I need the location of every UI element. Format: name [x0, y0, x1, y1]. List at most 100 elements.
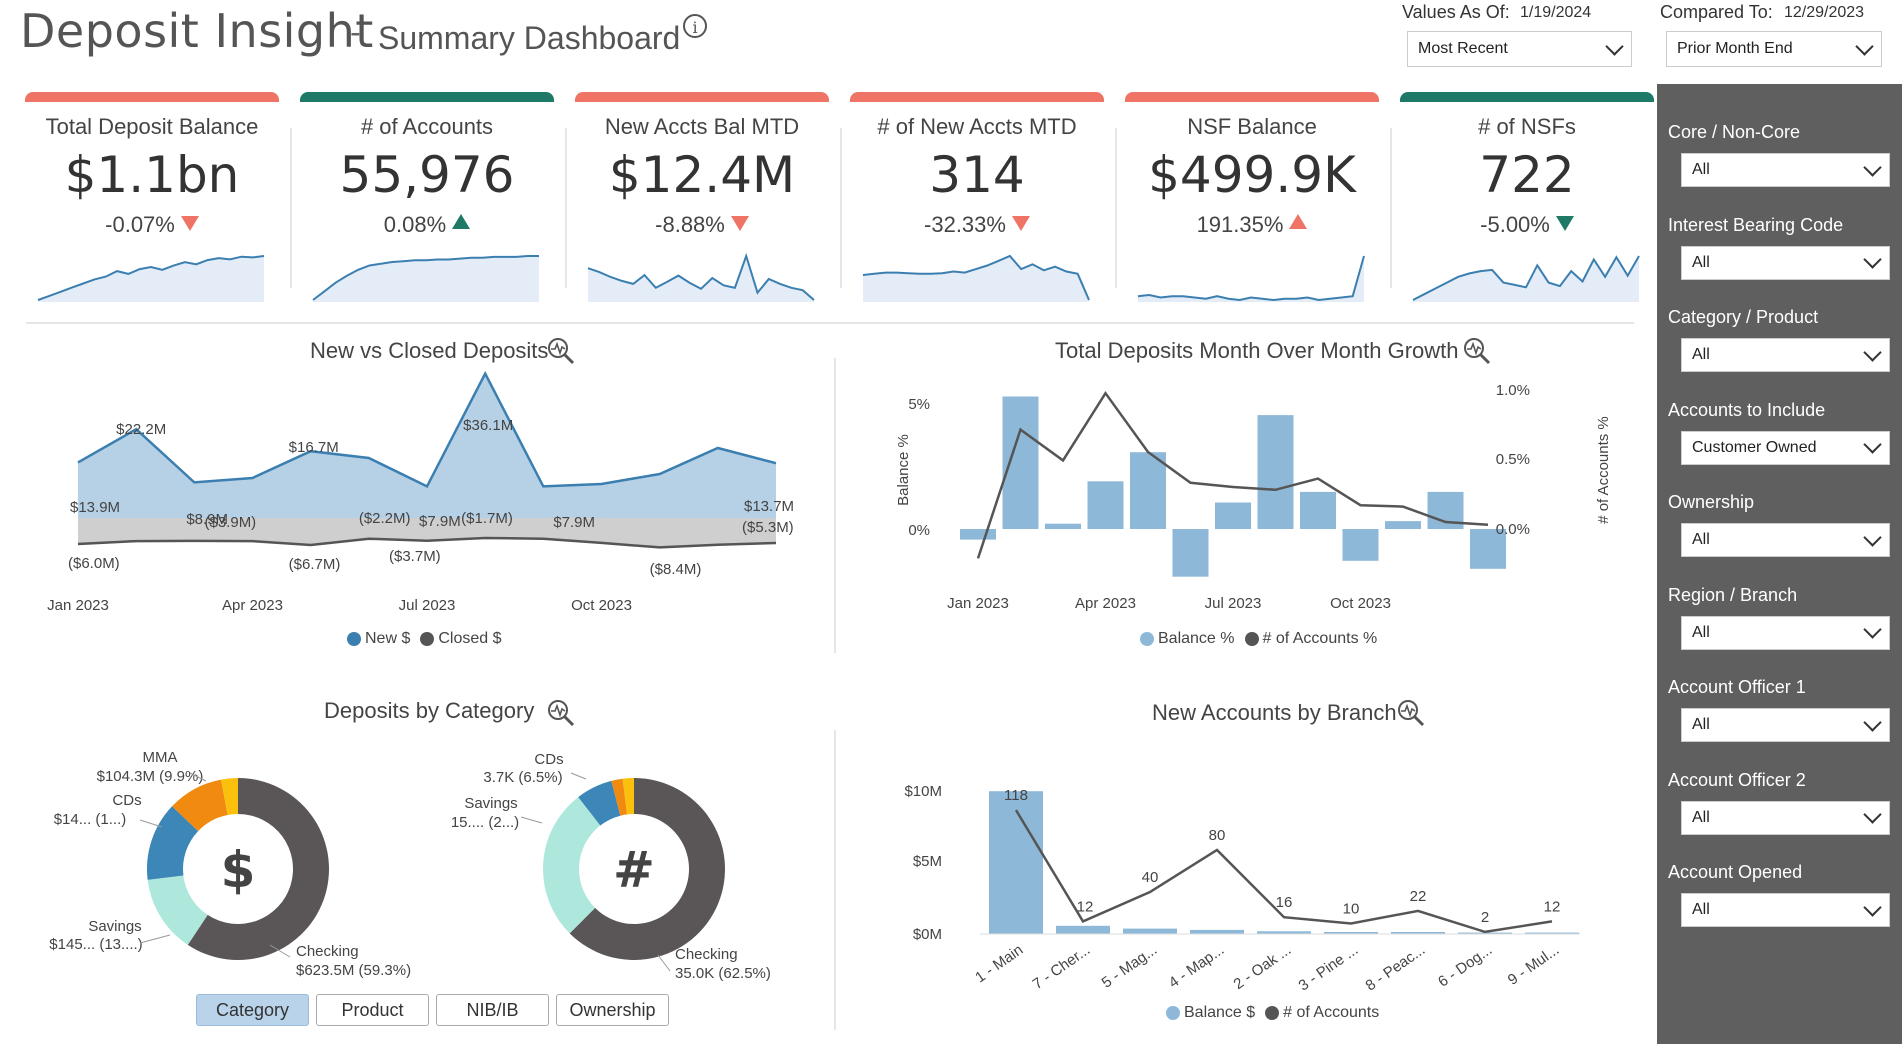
chevron-down-icon [1863, 157, 1882, 177]
focus-mode-icon[interactable] [546, 336, 576, 366]
chevron-down-icon [1863, 250, 1882, 269]
kpi-change: -5.00% [1400, 212, 1654, 238]
page-subtitle: Summary Dashboard [378, 20, 681, 56]
donut-slice[interactable] [611, 778, 628, 816]
data-label: 2 [1481, 909, 1489, 926]
leader-line [269, 944, 291, 958]
leader-line [139, 934, 171, 944]
focus-mode-icon[interactable] [1462, 336, 1492, 366]
filter-selected-value: All [1692, 901, 1710, 918]
filter-dropdown[interactable]: All [1681, 708, 1890, 742]
leader-line [139, 819, 163, 828]
kpi-label: # of New Accts MTD [877, 114, 1077, 139]
donut-slice[interactable] [578, 780, 621, 826]
focus-mode-icon[interactable] [546, 698, 576, 728]
new-vs-closed-chart[interactable]: $13.9M $22.2M $8.9M $16.7M $7.9M $36.1M $7.9M $… [30, 370, 820, 620]
filter-dropdown[interactable]: All [1681, 523, 1890, 557]
new-vs-closed-title: New vs Closed Deposits [310, 338, 549, 363]
donut-slice[interactable] [147, 806, 199, 880]
legend-dot-balance [1140, 632, 1154, 646]
filter-label: Account Officer 2 [1668, 769, 1806, 790]
kpi-card: Total Deposit Balance $1.1bn -0.07% [25, 92, 279, 314]
bar-balance-pct [1342, 529, 1379, 561]
product-button[interactable]: Product [316, 994, 429, 1026]
kpi-change: 191.35% [1125, 212, 1379, 238]
values-as-of-dropdown[interactable]: Most Recent [1407, 31, 1632, 67]
bar-balance-pct [1470, 529, 1506, 569]
chevron-down-icon [1863, 527, 1882, 547]
kpi-label: # of NSFs [1478, 114, 1576, 139]
filter-label: Account Officer 1 [1668, 677, 1806, 697]
y-tick-label: 0% [908, 522, 930, 539]
kpi-label: NSF Balance [1187, 114, 1317, 139]
filter-dropdown[interactable]: All [1681, 338, 1890, 372]
bar-balance-pct [1257, 415, 1294, 529]
deposits-by-category-chart[interactable]: $ # MMA $104.3M (9.9%) CDs $14... (1...) Savin… [30, 735, 820, 985]
divider [26, 322, 1634, 324]
filter-selected-value: All [1692, 161, 1710, 178]
donut-slice[interactable] [187, 778, 330, 960]
donut-slice[interactable] [569, 778, 726, 960]
data-label: $13.7M [744, 498, 794, 515]
ownership-button[interactable]: Ownership [556, 994, 669, 1026]
x-tick-label: 6 - Dog... [1435, 941, 1495, 990]
sparkline-line [37, 255, 265, 301]
kpi-sparkline [862, 254, 1090, 302]
donut-label: CDs [534, 751, 563, 768]
nib-ib-button[interactable]: NIB/IB [436, 994, 549, 1026]
sparkline-area [1413, 256, 1639, 302]
filter-dropdown[interactable]: Customer Owned [1681, 430, 1890, 465]
sparkline-line [862, 254, 1090, 301]
filter-selected-value: All [1692, 253, 1710, 271]
sparkline-area [863, 256, 1089, 302]
x-tick-label: 5 - Mag... [1099, 941, 1161, 990]
page-title: Deposit Insight [20, 4, 374, 58]
sparkline-line [1137, 255, 1365, 302]
closed-line [77, 536, 777, 549]
compared-to-dropdown[interactable]: Prior Month End [1666, 31, 1882, 67]
donut-slice[interactable] [220, 778, 238, 815]
data-label: 16 [1276, 894, 1293, 911]
kpi-value: 722 [1479, 146, 1575, 204]
bar-balance-pct [1087, 481, 1124, 529]
kpi-value: $1.1bn [64, 146, 240, 204]
donut-slice[interactable] [172, 779, 228, 832]
divider [1115, 128, 1117, 288]
y2-tick-label: 0.5% [1496, 451, 1530, 468]
kpi-value: 55,976 [339, 146, 515, 204]
mom-growth-title: Total Deposits Month Over Month Growth [1055, 338, 1459, 363]
kpi-label: New Accts Bal MTD [604, 114, 800, 139]
focus-mode-icon[interactable] [1396, 698, 1426, 728]
kpi-card: # of Accounts 55,976 0.08% [300, 92, 554, 314]
filter-dropdown[interactable]: All [1681, 615, 1890, 650]
divider [290, 128, 292, 288]
mom-growth-chart[interactable]: 5% 0% 1.0% 0.5% 0.0% Balance % # of Accounts %… [890, 370, 1620, 620]
sparkline-line [1412, 255, 1640, 301]
data-label: $22.2M [116, 421, 166, 438]
kpi-sparkline [587, 252, 815, 302]
bar-balance-pct [1300, 491, 1336, 529]
data-label: 12 [1544, 898, 1561, 915]
filter-dropdown[interactable]: All [1681, 800, 1890, 835]
filter-dropdown[interactable]: All [1681, 893, 1890, 927]
donut-label: MMA [143, 749, 178, 766]
filter-selected-value: All [1692, 623, 1710, 641]
category-button[interactable]: Category [196, 994, 309, 1026]
kpi-change: -8.88% [575, 212, 829, 238]
data-label: 10 [1343, 901, 1360, 918]
filter-dropdown[interactable]: All [1681, 153, 1890, 187]
chevron-down-icon [1863, 897, 1882, 917]
donut-slice[interactable] [147, 875, 208, 945]
filter-dropdown[interactable]: All [1681, 245, 1890, 280]
info-icon[interactable]: i [683, 14, 707, 38]
data-label: ($3.9M) [205, 514, 257, 531]
filter-label: Core / Non-Core [1668, 122, 1801, 142]
donut-slice[interactable] [543, 797, 601, 934]
y-tick-label: $10M [904, 783, 942, 800]
donut-slice[interactable] [622, 778, 634, 815]
filter-label: Category / Product [1668, 307, 1819, 327]
kpi-card: # of New Accts MTD 314 -32.33% [850, 92, 1104, 314]
trend-down-icon [1011, 216, 1030, 231]
bar-balance [1525, 932, 1579, 934]
